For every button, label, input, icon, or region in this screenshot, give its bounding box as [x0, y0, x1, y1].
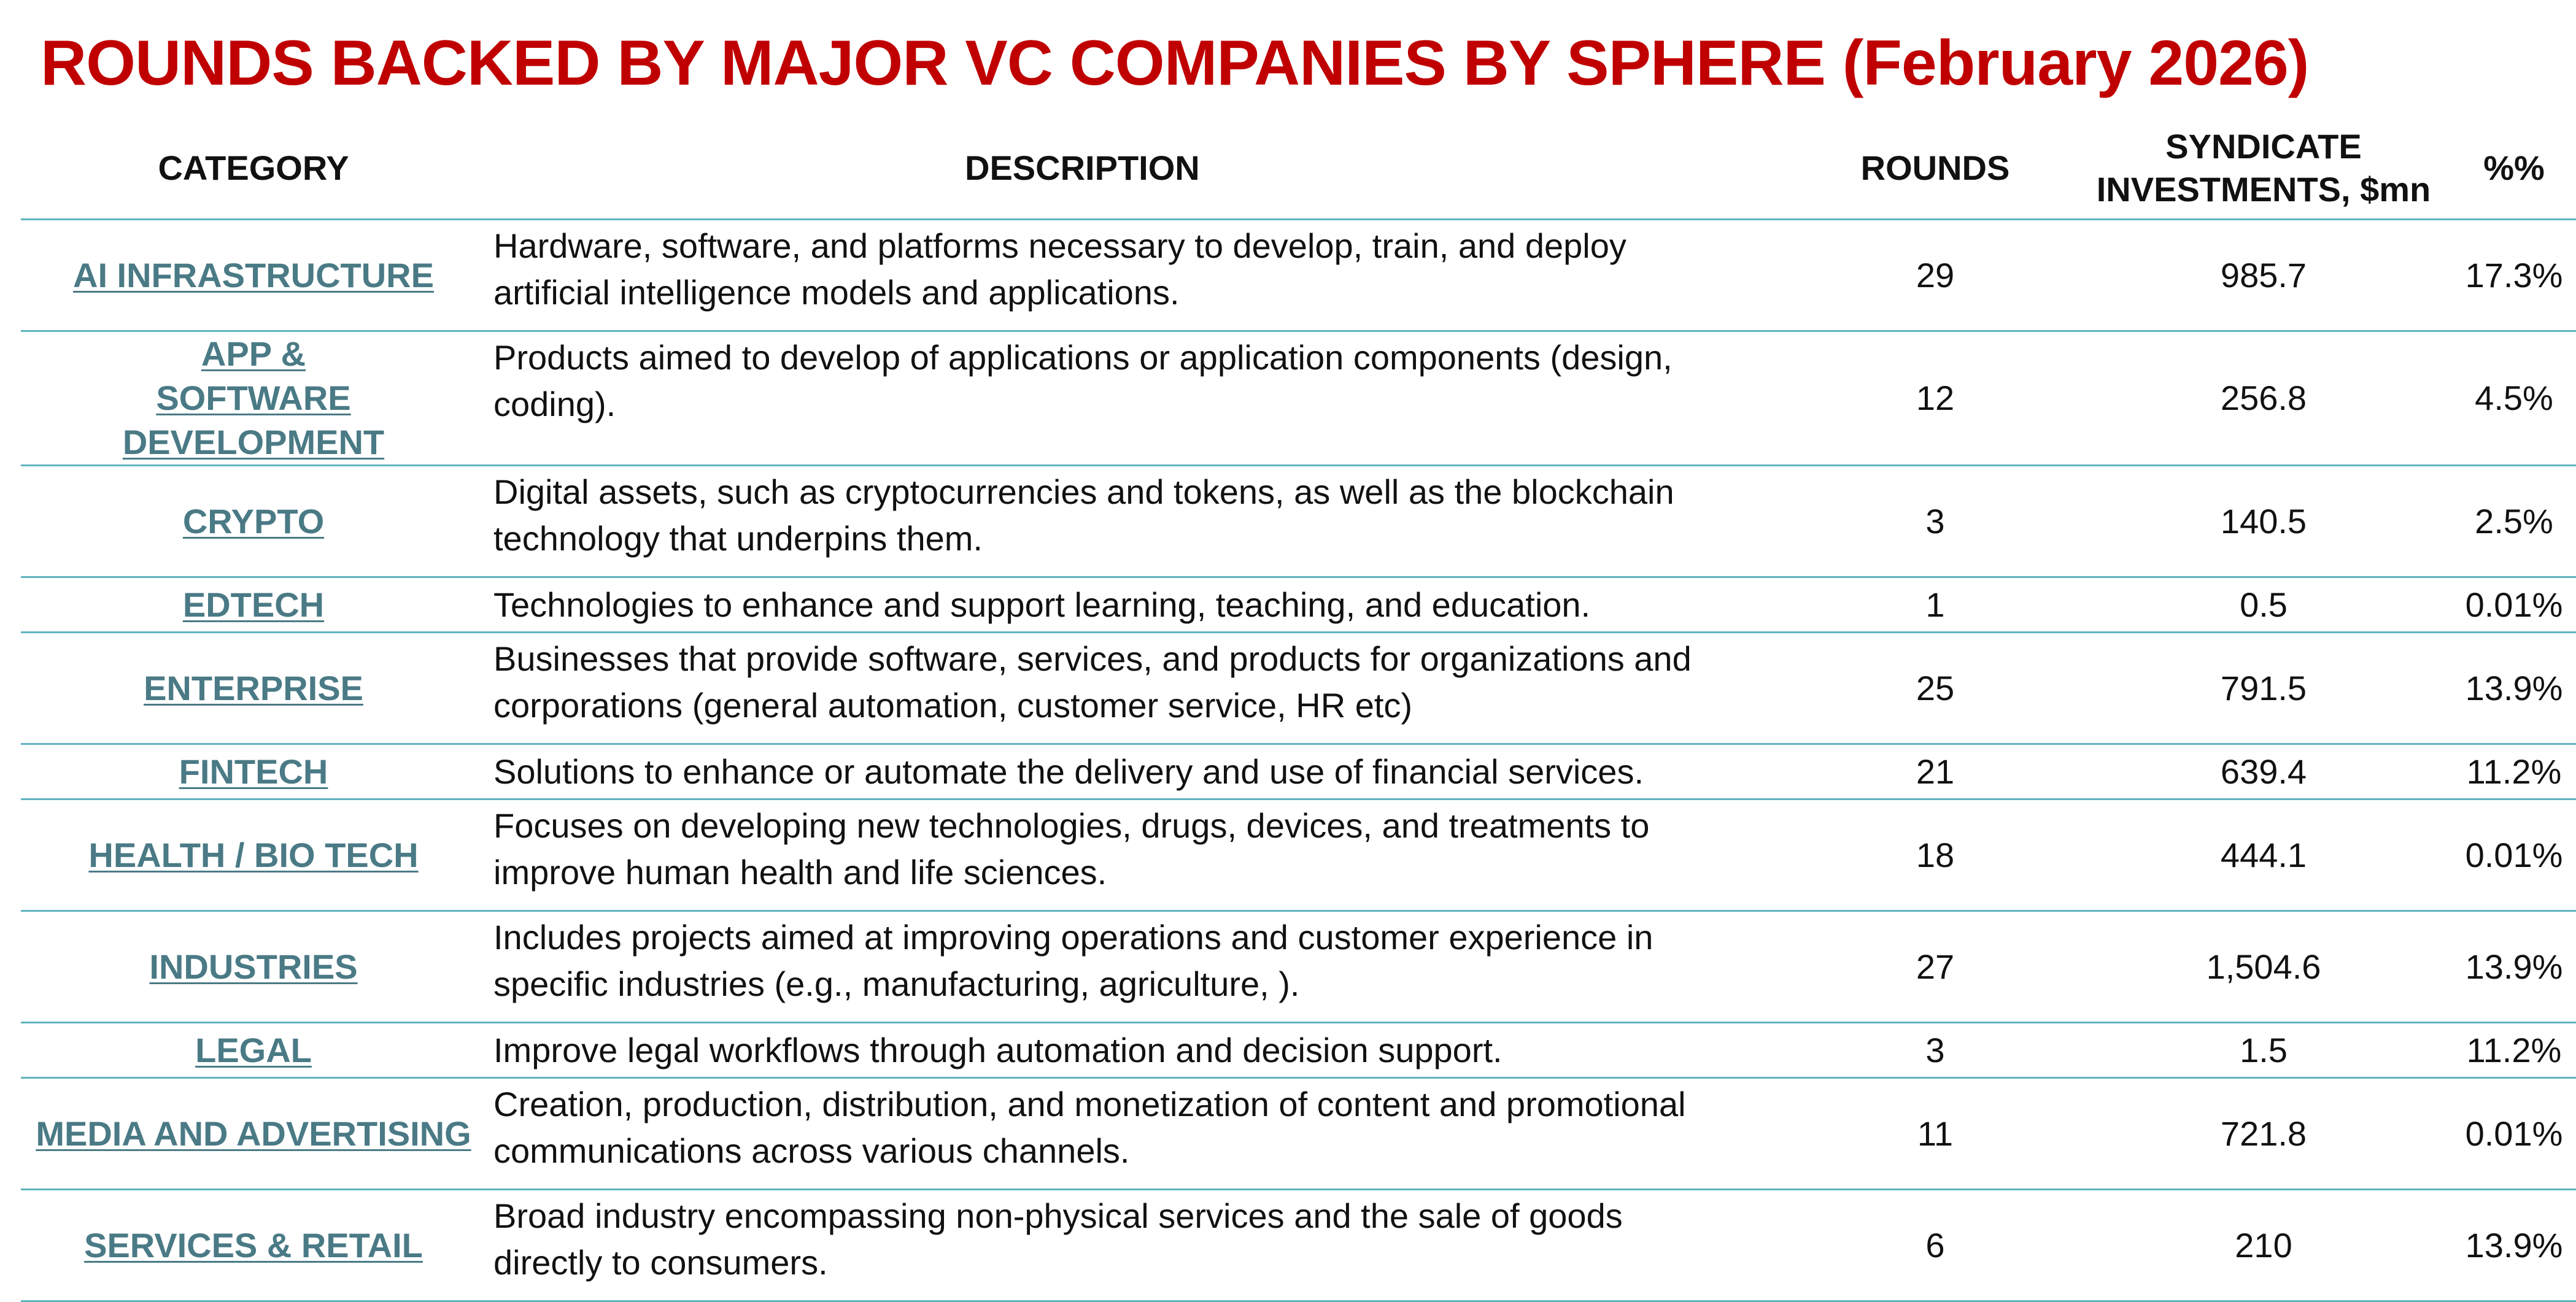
syndicate-cell: 1.5	[2075, 1022, 2452, 1079]
rounds-cell: 18	[1795, 799, 2075, 912]
rounds-cell: 3	[1795, 465, 2075, 578]
rounds-cell: 11	[1795, 1077, 2075, 1190]
category-link[interactable]: SERVICES & RETAIL	[84, 1225, 423, 1265]
syndicate-cell: 444.1	[2075, 799, 2452, 912]
description-cell: Solutions to enhance or automate the del…	[486, 744, 1795, 800]
category-link[interactable]: ENTERPRISE	[144, 668, 363, 707]
table-row: FINTECH Solutions to enhance or automate …	[21, 744, 2576, 800]
header-syndicate-line1: SYNDICATE	[2165, 127, 2362, 166]
category-cell: INDUSTRIES	[21, 911, 486, 1023]
category-link[interactable]: MEDIA AND ADVERTISING	[36, 1114, 471, 1153]
description-cell: Digital assets, such as cryptocurrencies…	[486, 465, 1795, 578]
category-cell: FINTECH	[21, 744, 486, 800]
category-link[interactable]: AI INFRASTRUCTURE	[73, 255, 434, 295]
category-cell: MEDIA AND ADVERTISING	[21, 1077, 486, 1190]
table-header-row: CATEGORY DESCRIPTION ROUNDS SYNDICATE IN…	[21, 118, 2576, 220]
rounds-cell: 1	[1795, 577, 2075, 633]
table-row: APP & SOFTWARE DEVELOPMENT Products aimed…	[21, 331, 2576, 466]
category-cell: HEALTH / BIO TECH	[21, 799, 486, 912]
table-row: SERVICES & RETAIL Broad industry encompas…	[21, 1189, 2576, 1302]
table-row: MEDIA AND ADVERTISING Creation, productio…	[21, 1077, 2576, 1190]
description-cell: Focuses on developing new technologies, …	[486, 799, 1795, 912]
percent-cell: 2.5%	[2452, 465, 2576, 578]
percent-cell: 13.9%	[2452, 1189, 2576, 1302]
category-cell: SERVICES & RETAIL	[21, 1189, 486, 1302]
syndicate-cell: 791.5	[2075, 632, 2452, 745]
description-cell: Broad industry encompassing non-physical…	[486, 1189, 1795, 1302]
table-row: CRYPTO Digital assets, such as cryptocurr…	[21, 465, 2576, 578]
rounds-cell: 3	[1795, 1022, 2075, 1079]
category-cell: AI INFRASTRUCTURE	[21, 219, 486, 332]
category-cell: LEGAL	[21, 1022, 486, 1079]
header-rounds: ROUNDS	[1795, 118, 2075, 220]
syndicate-cell: 140.5	[2075, 465, 2452, 578]
percent-cell: 0.01%	[2452, 1077, 2576, 1190]
syndicate-cell: 210	[2075, 1189, 2452, 1302]
header-syndicate: SYNDICATE INVESTMENTS, $mn	[2075, 118, 2452, 220]
syndicate-cell: 639.4	[2075, 744, 2452, 800]
percent-cell: 13.9%	[2452, 911, 2576, 1023]
rounds-cell: 29	[1795, 219, 2075, 332]
description-cell: Includes projects aimed at improving ope…	[486, 911, 1795, 1023]
rounds-cell: 12	[1795, 331, 2075, 466]
percent-cell: 13.9%	[2452, 632, 2576, 745]
rounds-cell: 27	[1795, 911, 2075, 1023]
header-category: CATEGORY	[21, 118, 486, 220]
category-link[interactable]: CRYPTO	[182, 501, 325, 541]
sphere-table: CATEGORY DESCRIPTION ROUNDS SYNDICATE IN…	[21, 118, 2576, 1302]
category-link[interactable]: EDTECH	[182, 585, 325, 624]
table-row: EDTECH Technologies to enhance and suppor…	[21, 577, 2576, 633]
percent-cell: 11.2%	[2452, 1022, 2576, 1079]
description-cell: Products aimed to develop of application…	[486, 331, 1795, 466]
category-cell: APP & SOFTWARE DEVELOPMENT	[21, 331, 486, 466]
category-cell: ENTERPRISE	[21, 632, 486, 745]
category-link[interactable]: HEALTH / BIO TECH	[88, 835, 419, 874]
category-link[interactable]: LEGAL	[195, 1030, 312, 1069]
description-cell: Technologies to enhance and support lear…	[486, 577, 1795, 633]
table-body: AI INFRASTRUCTURE Hardware, software, and…	[21, 219, 2576, 1302]
rounds-cell: 6	[1795, 1189, 2075, 1302]
category-link[interactable]: APP & SOFTWARE DEVELOPMENT	[122, 334, 385, 461]
description-cell: Creation, production, distribution, and …	[486, 1077, 1795, 1190]
header-syndicate-line2: INVESTMENTS, $mn	[2096, 170, 2431, 209]
category-cell: EDTECH	[21, 577, 486, 633]
percent-cell: 0.01%	[2452, 799, 2576, 912]
page-title: ROUNDS BACKED BY MAJOR VC COMPANIES BY S…	[41, 28, 2309, 99]
description-cell: Hardware, software, and platforms necess…	[486, 219, 1795, 332]
header-description: DESCRIPTION	[486, 118, 1795, 220]
syndicate-cell: 0.5	[2075, 577, 2452, 633]
percent-cell: 17.3%	[2452, 219, 2576, 332]
rounds-cell: 25	[1795, 632, 2075, 745]
syndicate-cell: 721.8	[2075, 1077, 2452, 1190]
rounds-cell: 21	[1795, 744, 2075, 800]
syndicate-cell: 256.8	[2075, 331, 2452, 466]
syndicate-cell: 985.7	[2075, 219, 2452, 332]
category-link[interactable]: FINTECH	[179, 752, 328, 791]
table-row: AI INFRASTRUCTURE Hardware, software, and…	[21, 219, 2576, 332]
table-row: INDUSTRIES Includes projects aimed at imp…	[21, 911, 2576, 1023]
percent-cell: 0.01%	[2452, 577, 2576, 633]
description-cell: Businesses that provide software, servic…	[486, 632, 1795, 745]
table-row: LEGAL Improve legal workflows through aut…	[21, 1022, 2576, 1079]
description-cell: Improve legal workflows through automati…	[486, 1022, 1795, 1079]
percent-cell: 11.2%	[2452, 744, 2576, 800]
percent-cell: 4.5%	[2452, 331, 2576, 466]
table-row: HEALTH / BIO TECH Focuses on developing n…	[21, 799, 2576, 912]
category-link[interactable]: INDUSTRIES	[149, 947, 358, 986]
table-row: ENTERPRISE Businesses that provide softwa…	[21, 632, 2576, 745]
header-percent: %%	[2452, 118, 2576, 220]
category-cell: CRYPTO	[21, 465, 486, 578]
syndicate-cell: 1,504.6	[2075, 911, 2452, 1023]
